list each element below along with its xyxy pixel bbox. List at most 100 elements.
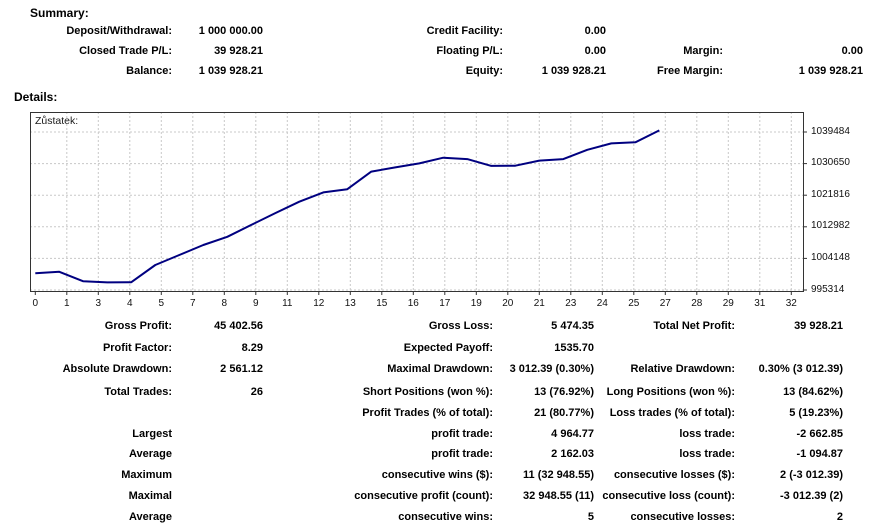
x-axis-tick-label: 25 <box>628 298 640 309</box>
details-top-row-1: Profit Factor: 8.29 Expected Payoff: 1535.7… <box>0 338 843 360</box>
y-axis-tick-label: 1012982 <box>811 220 850 232</box>
details-bottom-value-4-3: 11 (32 948.55) <box>523 469 594 482</box>
details-bottom-value-3-5: -1 094.87 <box>796 448 843 461</box>
summary-label-2-4: Free Margin: <box>656 65 723 77</box>
summary-label-1-2: Floating P/L: <box>436 45 503 57</box>
details-bottom-label-0-2: Short Positions (won %): <box>362 386 493 398</box>
summary-value-2-5: 1 039 928.21 <box>798 65 863 77</box>
details-bottom-value-2-3: 4 964.77 <box>551 427 594 440</box>
details-bottom-label-5-0: Maximal <box>128 489 172 502</box>
details-table-profit: Gross Profit: 45 402.56 Gross Loss: 5 474.3… <box>0 316 843 381</box>
x-axis-tick-label: 20 <box>502 298 514 309</box>
details-top-label-0-0: Gross Profit: <box>104 320 172 332</box>
details-bottom-value-3-1 <box>172 444 263 465</box>
summary-value-1-1: 39 928.21 <box>214 45 263 57</box>
summary-value-1-5: 0.00 <box>841 45 863 57</box>
details-bottom-value-4-5: 2 (-3 012.39) <box>780 469 843 482</box>
details-bottom-label-2-0: Largest <box>132 427 172 440</box>
summary-row-0: Deposit/Withdrawal: 1 000 000.00 Credit Fa… <box>0 21 863 41</box>
details-bottom-label-1-4: Loss trades (% of total): <box>609 406 735 419</box>
x-axis-tick-label: 24 <box>596 298 608 309</box>
details-top-label-1-0: Profit Factor: <box>102 341 172 354</box>
x-axis-tick-label: 11 <box>282 298 293 309</box>
details-bottom-label-6-4: consecutive losses: <box>630 510 735 523</box>
summary-label-0-0: Deposit/Withdrawal: <box>66 25 172 37</box>
details-top-label-0-2: Gross Loss: <box>428 320 493 332</box>
y-axis-tick-label: 995314 <box>811 283 845 295</box>
details-bottom-label-2-2: profit trade: <box>431 427 493 440</box>
details-bottom-label-1-0 <box>0 403 172 424</box>
x-axis-tick-label: 0 <box>32 298 39 309</box>
x-axis-tick-label: 17 <box>439 298 451 309</box>
details-bottom-row-4: Maximum consecutive wins ($): 11 (32 948.5… <box>0 465 843 486</box>
details-heading: Details: <box>14 90 58 104</box>
details-top-label-2-0: Absolute Drawdown: <box>62 363 172 375</box>
details-top-row-0: Gross Profit: 45 402.56 Gross Loss: 5 474.3… <box>0 316 843 338</box>
summary-label-1-4: Margin: <box>683 45 723 57</box>
details-bottom-value-4-1 <box>172 465 263 486</box>
details-bottom-row-5: Maximal consecutive profit (count): 32 948… <box>0 486 843 507</box>
summary-row-2: Balance: 1 039 928.21 Equity: 1 039 928.21 F… <box>0 61 863 81</box>
details-bottom-label-4-4: consecutive losses ($): <box>613 469 735 482</box>
details-top-label-0-4: Total Net Profit: <box>653 320 735 332</box>
details-bottom-value-5-1 <box>172 486 263 507</box>
chart-title: Zůstatek: <box>35 115 79 127</box>
details-bottom-value-0-1: 26 <box>250 386 263 398</box>
details-table-trades: Total Trades: 26 Short Positions (won %): 1… <box>0 382 843 528</box>
x-axis-tick-label: 1 <box>64 298 70 309</box>
details-bottom-row-3: Average profit trade: 2 162.03 loss trade: -… <box>0 444 843 465</box>
summary-value-0-1: 1 000 000.00 <box>198 25 263 37</box>
details-bottom-value-0-3: 13 (76.92%) <box>534 386 594 398</box>
x-axis-tick-label: 12 <box>313 298 325 309</box>
x-axis-tick-label: 31 <box>754 298 766 309</box>
details-bottom-value-3-3: 2 162.03 <box>551 448 594 461</box>
details-top-row-2: Absolute Drawdown: 2 561.12 Maximal Drawdo… <box>0 359 843 381</box>
x-axis-tick-label: 21 <box>533 298 545 309</box>
x-axis-tick-label: 8 <box>221 298 228 309</box>
summary-table: Deposit/Withdrawal: 1 000 000.00 Credit Fa… <box>0 21 863 81</box>
details-top-value-0-3: 5 474.35 <box>551 320 594 332</box>
details-bottom-value-1-3: 21 (80.77%) <box>534 406 594 419</box>
details-bottom-label-1-2: Profit Trades (% of total): <box>362 406 493 419</box>
details-top-value-1-3: 1535.70 <box>554 341 594 354</box>
summary-row-1: Closed Trade P/L: 39 928.21 Floating P/L: 0… <box>0 41 863 61</box>
details-bottom-label-6-0: Average <box>128 510 172 523</box>
summary-label-1-0: Closed Trade P/L: <box>79 45 172 57</box>
details-bottom-label-3-4: loss trade: <box>679 448 735 461</box>
summary-value-2-1: 1 039 928.21 <box>198 65 263 77</box>
details-bottom-label-5-2: consecutive profit (count): <box>354 489 493 502</box>
summary-value-0-3: 0.00 <box>584 25 606 37</box>
details-top-value-2-3: 3 012.39 (0.30%) <box>509 363 594 375</box>
details-bottom-value-5-5: -3 012.39 (2) <box>780 489 843 502</box>
details-bottom-label-3-0: Average <box>128 448 172 461</box>
details-bottom-label-4-0: Maximum <box>121 469 172 482</box>
summary-value-1-3: 0.00 <box>584 45 606 57</box>
details-top-value-1-5 <box>735 338 843 360</box>
details-bottom-value-1-1 <box>172 403 263 424</box>
details-bottom-label-3-2: profit trade: <box>431 448 493 461</box>
details-bottom-label-6-2: consecutive wins: <box>398 510 493 523</box>
details-bottom-value-5-3: 32 948.55 (11) <box>523 489 594 502</box>
summary-label-0-2: Credit Facility: <box>426 25 503 37</box>
x-axis-tick-label: 27 <box>659 298 671 309</box>
y-axis-tick-label: 1030650 <box>811 157 850 169</box>
details-bottom-row-6: Average consecutive wins: 5 consecutive los… <box>0 507 843 528</box>
x-axis-tick-label: 3 <box>95 298 102 309</box>
details-bottom-value-0-5: 13 (84.62%) <box>783 386 843 398</box>
details-bottom-value-6-1 <box>172 507 263 528</box>
details-bottom-value-2-5: -2 662.85 <box>796 427 843 440</box>
x-axis-tick-label: 13 <box>344 298 356 309</box>
details-bottom-label-0-0: Total Trades: <box>104 386 172 398</box>
x-axis-tick-label: 7 <box>190 298 196 309</box>
balance-line-series <box>35 129 660 284</box>
details-bottom-value-6-5: 2 <box>836 510 843 523</box>
details-top-value-0-5: 39 928.21 <box>794 320 843 332</box>
x-axis-tick-label: 4 <box>127 298 133 309</box>
details-top-value-2-5: 0.30% (3 012.39) <box>758 363 843 375</box>
details-top-label-1-4 <box>594 338 735 360</box>
x-axis-tick-label: 5 <box>158 298 165 309</box>
summary-label-0-4 <box>606 21 723 41</box>
details-bottom-row-0: Total Trades: 26 Short Positions (won %): 1… <box>0 382 843 403</box>
x-axis-tick-label: 29 <box>722 298 734 309</box>
